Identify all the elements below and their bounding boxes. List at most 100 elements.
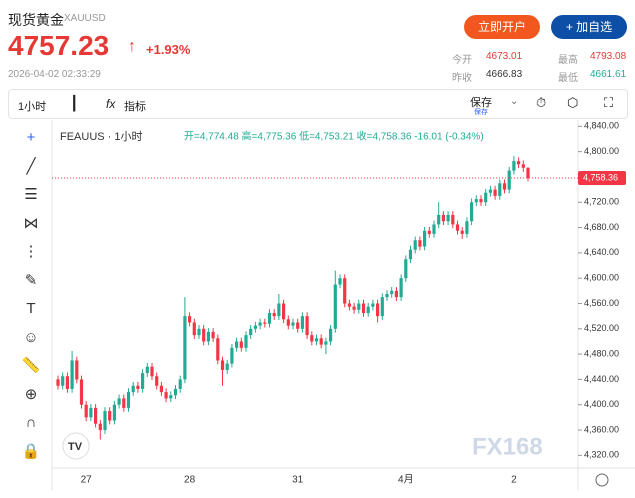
candle-body	[235, 341, 239, 348]
candle-body	[253, 325, 257, 329]
candle-body	[192, 322, 196, 336]
candle-body	[98, 423, 102, 431]
candle-body	[103, 411, 107, 431]
candle-body	[220, 360, 225, 370]
candle-body	[159, 385, 163, 393]
arrow: ↑	[128, 38, 136, 55]
tool-icon[interactable]: ⋮	[23, 243, 39, 260]
candle-body	[484, 192, 488, 203]
candle-body	[263, 322, 267, 324]
y-tick-label: 4,480.00	[584, 348, 619, 358]
candle-body	[413, 240, 417, 250]
candle-body	[112, 404, 116, 421]
save-sub: 保存	[474, 109, 488, 116]
dropdown[interactable]: ⌄	[510, 96, 519, 107]
candle-body	[418, 240, 422, 247]
candle-body	[352, 306, 356, 310]
candle-body	[141, 373, 145, 389]
candle-body	[380, 297, 384, 317]
y-tick-label: 4,360.00	[584, 424, 619, 434]
y-tick-label: 4,560.00	[584, 298, 619, 308]
candle-body	[216, 338, 220, 361]
y-tick-label: 4,520.00	[584, 323, 619, 333]
candle-body	[169, 395, 173, 399]
candle-body	[249, 328, 253, 336]
candle-body	[173, 388, 178, 396]
candle-body	[329, 328, 333, 342]
candle-body	[61, 376, 65, 386]
candle-body	[498, 183, 502, 196]
price: 4757.23	[8, 30, 110, 61]
candle-body	[211, 331, 215, 339]
candle-body	[258, 322, 262, 326]
watchlist-button[interactable]: + 加自选	[551, 15, 627, 39]
candle-body	[108, 411, 112, 421]
y-tick-label: 4,600.00	[584, 273, 619, 283]
candle-body	[155, 376, 159, 386]
tool-icon[interactable]: ☰	[24, 186, 38, 203]
tool-icon[interactable]: ⊕	[24, 385, 38, 403]
interval-button[interactable]: 1小时	[18, 101, 47, 113]
candle-body	[408, 249, 413, 260]
tool-icon[interactable]: ☺	[23, 328, 39, 346]
x-tick-label: 2	[511, 475, 517, 486]
candle-body	[291, 322, 295, 326]
candle-body	[178, 379, 182, 389]
candle-body	[84, 404, 88, 418]
settings-icon[interactable]	[595, 473, 609, 487]
candle-body	[366, 306, 370, 313]
candle-body	[272, 312, 276, 317]
tool-icon[interactable]: ✎	[24, 271, 38, 289]
change: +1.93%	[146, 42, 191, 57]
alert-icon[interactable]: ⏱	[536, 95, 547, 110]
candle-body	[89, 407, 93, 418]
candle-body	[94, 407, 98, 424]
candle-body	[131, 385, 135, 393]
candle-body	[479, 199, 483, 203]
tool-icon[interactable]: 🔒	[21, 442, 41, 460]
tool-icon[interactable]: 📏	[21, 357, 41, 374]
settings-icon[interactable]: ⬡	[567, 95, 579, 110]
candle-body	[206, 331, 210, 342]
candle-body	[136, 385, 140, 389]
candle-body	[502, 183, 507, 190]
candle-body	[65, 376, 69, 389]
x-tick-label: 27	[81, 475, 93, 486]
candle-body	[244, 335, 248, 348]
y-tick-label: 4,440.00	[584, 374, 619, 384]
candle-body	[324, 341, 328, 345]
save-button[interactable]: 保存	[470, 97, 492, 109]
candle-body	[314, 338, 319, 342]
candle-body	[164, 392, 168, 399]
x-tick-label: 4月	[398, 474, 414, 486]
tool-icon[interactable]: +	[26, 129, 36, 146]
candle-body	[338, 278, 342, 285]
candle-body	[385, 294, 389, 298]
candle-body	[427, 230, 431, 234]
stat-label: 最低	[558, 73, 578, 84]
candle-icon[interactable]: ┃	[70, 95, 79, 111]
legend-ohlc: 开=4,774.48 高=4,775.36 低=4,753.21 收=4,758…	[184, 130, 484, 143]
tool-icon[interactable]: ∩	[25, 414, 37, 431]
fullscreen-icon[interactable]: ⛶	[604, 95, 614, 110]
candle-body	[404, 259, 408, 279]
stat-value: 4666.83	[486, 69, 523, 80]
y-tick-label: 4,800.00	[584, 146, 619, 156]
open-account-button[interactable]: 立即开户	[464, 15, 540, 39]
candle-body	[357, 303, 361, 310]
indicators-button[interactable]: 指标	[124, 101, 146, 113]
symbol: XAUUSD	[64, 13, 106, 24]
y-tick-label: 4,640.00	[584, 247, 619, 257]
candle-body	[399, 278, 403, 298]
y-tick-label: 4,320.00	[584, 450, 619, 460]
candle-body	[465, 221, 469, 234]
candle-body	[225, 363, 229, 370]
tool-icon[interactable]: ⋈	[23, 214, 39, 232]
candle-body	[446, 214, 450, 222]
candle-body	[526, 167, 530, 178]
candle-body	[117, 398, 121, 405]
tool-icon[interactable]: T	[26, 300, 36, 317]
tool-icon[interactable]: ╱	[26, 157, 36, 175]
candle-body	[183, 316, 187, 380]
title: 现货黄金	[8, 12, 64, 28]
